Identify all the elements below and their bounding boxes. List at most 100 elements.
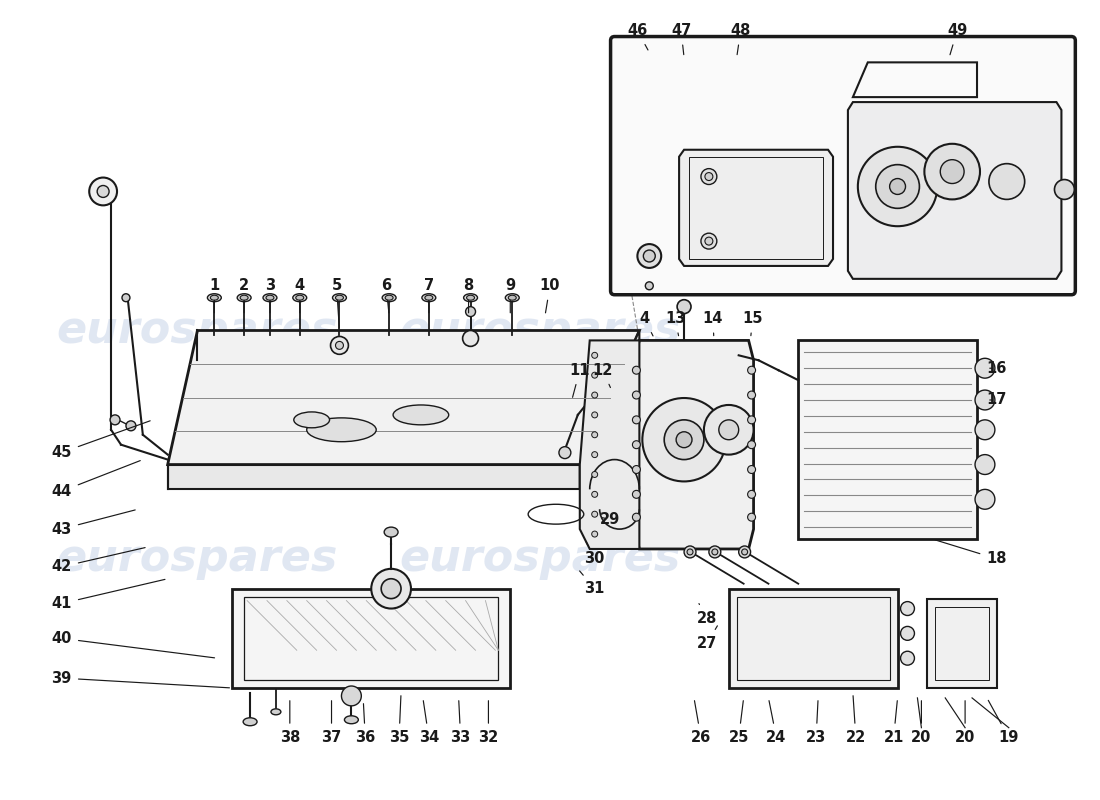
Circle shape — [676, 432, 692, 448]
Ellipse shape — [466, 295, 474, 300]
Circle shape — [372, 569, 411, 609]
Text: 2: 2 — [239, 278, 250, 313]
Text: 23: 23 — [806, 701, 826, 745]
Circle shape — [704, 405, 754, 454]
Text: 36: 36 — [355, 704, 375, 745]
Circle shape — [748, 441, 756, 449]
Ellipse shape — [240, 295, 249, 300]
Text: 47: 47 — [671, 23, 691, 54]
Text: 14: 14 — [703, 311, 723, 336]
Circle shape — [330, 337, 349, 354]
Circle shape — [592, 372, 597, 378]
Ellipse shape — [384, 527, 398, 537]
Polygon shape — [799, 341, 977, 539]
Text: 24: 24 — [767, 701, 786, 745]
Circle shape — [718, 420, 739, 440]
Circle shape — [592, 471, 597, 478]
Text: 18: 18 — [935, 540, 1008, 566]
Circle shape — [901, 602, 914, 615]
Text: 4: 4 — [295, 278, 305, 313]
Polygon shape — [167, 330, 639, 465]
Ellipse shape — [263, 294, 277, 302]
Text: eurospares: eurospares — [57, 538, 338, 580]
Circle shape — [741, 549, 748, 555]
Text: 31: 31 — [580, 571, 605, 596]
Text: 30: 30 — [584, 542, 605, 566]
Circle shape — [678, 300, 691, 314]
Circle shape — [940, 160, 964, 183]
Text: 20: 20 — [955, 701, 976, 745]
Circle shape — [748, 514, 756, 521]
Text: 44: 44 — [52, 461, 141, 499]
Circle shape — [708, 546, 720, 558]
Circle shape — [1055, 179, 1075, 199]
Text: 26: 26 — [691, 701, 711, 745]
Text: 16: 16 — [987, 361, 1008, 376]
Text: 40: 40 — [52, 631, 214, 658]
Text: 32: 32 — [478, 701, 498, 745]
Text: 13: 13 — [664, 311, 685, 336]
Text: 6: 6 — [381, 278, 392, 313]
Text: 43: 43 — [52, 510, 135, 537]
Ellipse shape — [293, 294, 307, 302]
Circle shape — [664, 420, 704, 459]
Text: 34: 34 — [419, 701, 439, 745]
Circle shape — [336, 342, 343, 350]
Circle shape — [463, 330, 478, 346]
Text: 11: 11 — [570, 362, 590, 398]
Polygon shape — [232, 589, 510, 688]
Polygon shape — [580, 330, 639, 490]
FancyBboxPatch shape — [610, 37, 1076, 294]
Circle shape — [705, 237, 713, 245]
Circle shape — [975, 420, 994, 440]
Text: 39: 39 — [52, 670, 230, 688]
Ellipse shape — [393, 405, 449, 425]
Circle shape — [975, 358, 994, 378]
Circle shape — [646, 282, 653, 290]
Ellipse shape — [266, 295, 274, 300]
Circle shape — [632, 416, 640, 424]
Circle shape — [559, 446, 571, 458]
Text: 38: 38 — [279, 701, 300, 745]
Text: 1: 1 — [209, 278, 220, 313]
Circle shape — [748, 366, 756, 374]
Circle shape — [644, 250, 656, 262]
Polygon shape — [927, 598, 997, 688]
Text: 37: 37 — [321, 701, 342, 745]
Circle shape — [701, 169, 717, 185]
Text: 12: 12 — [593, 362, 613, 387]
Circle shape — [712, 549, 718, 555]
Text: 27: 27 — [696, 626, 717, 650]
Circle shape — [632, 441, 640, 449]
Circle shape — [890, 178, 905, 194]
Circle shape — [632, 466, 640, 474]
Polygon shape — [679, 150, 833, 266]
Text: 5: 5 — [331, 278, 342, 328]
Text: 41: 41 — [52, 579, 165, 611]
Circle shape — [632, 391, 640, 399]
Circle shape — [684, 546, 696, 558]
Bar — [935, 606, 989, 680]
Circle shape — [341, 686, 361, 706]
Circle shape — [748, 490, 756, 498]
Circle shape — [901, 651, 914, 665]
Ellipse shape — [336, 295, 343, 300]
Text: 49: 49 — [947, 23, 967, 54]
Text: 33: 33 — [451, 701, 471, 745]
Text: 22: 22 — [846, 696, 866, 745]
Circle shape — [748, 391, 756, 399]
Ellipse shape — [422, 294, 436, 302]
Ellipse shape — [508, 295, 516, 300]
Polygon shape — [580, 341, 639, 549]
Circle shape — [592, 452, 597, 458]
Text: 20: 20 — [911, 701, 932, 745]
Text: 4: 4 — [639, 311, 653, 336]
Ellipse shape — [385, 295, 393, 300]
Circle shape — [739, 546, 750, 558]
Text: 35: 35 — [389, 696, 409, 745]
Polygon shape — [728, 589, 898, 688]
Circle shape — [637, 244, 661, 268]
Circle shape — [901, 626, 914, 640]
Text: 45: 45 — [52, 421, 151, 460]
Circle shape — [642, 398, 726, 482]
